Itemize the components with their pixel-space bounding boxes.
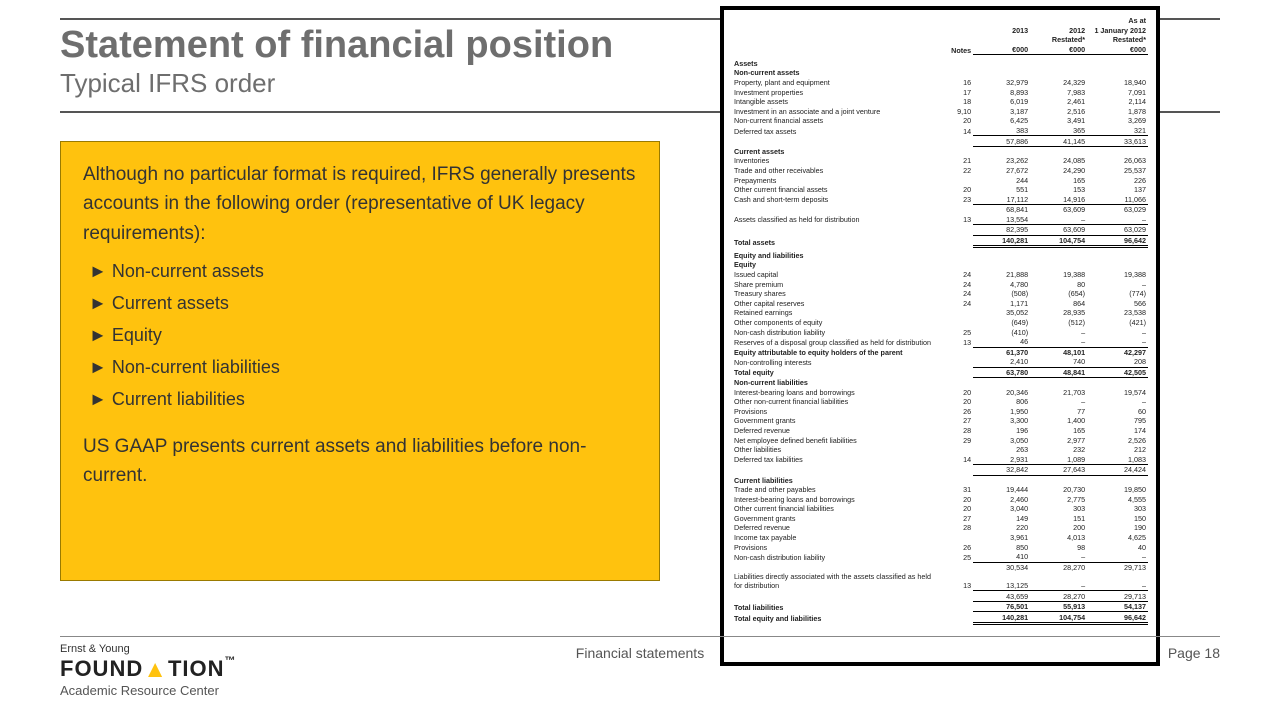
row-total-equity: Total equity [732, 367, 940, 378]
table-row: Investment properties178,8937,9837,091 [732, 87, 1148, 97]
table-row: Deferred tax assets14383365321 [732, 126, 1148, 136]
row-nci: Non-controlling interests [732, 357, 940, 367]
section-cl: Current liabilities [732, 475, 940, 485]
table-row: Share premium244,78080– [732, 279, 1148, 289]
table-row: Income tax payable3,9614,0134,625 [732, 533, 1148, 543]
gaap-note: US GAAP presents current assets and liab… [83, 432, 637, 491]
table-row: Provisions268509840 [732, 542, 1148, 552]
table-row: Non-current financial assets206,4253,491… [732, 116, 1148, 126]
list-item: Current assets [89, 290, 637, 318]
table-row: Interest-bearing loans and borrowings202… [732, 494, 1148, 504]
table-row: Government grants273,3001,400795 [732, 416, 1148, 426]
row-total-eq-liab: Total equity and liabilities [732, 612, 940, 624]
table-row: Other non-current financial liabilities2… [732, 397, 1148, 407]
footer-center: Financial statements [576, 645, 704, 661]
table-row: Reserves of a disposal group classified … [732, 337, 1148, 347]
row-total-assets: Total assets [732, 235, 940, 247]
hdr-asat: As at [1087, 16, 1148, 26]
table-row: Other current financial assets2055115313… [732, 185, 1148, 195]
table-row: Trade and other payables3119,44420,73019… [732, 485, 1148, 495]
table-row: Issued capital2421,88819,38819,388 [732, 270, 1148, 280]
table-row: Deferred tax liabilities142,9311,0891,08… [732, 455, 1148, 465]
logo-accent-icon: ▲ [143, 656, 168, 684]
row-total-liab: Total liabilities [732, 601, 940, 612]
hdr-restated-2: Restated* [1087, 35, 1148, 45]
intro-text: Although no particular format is require… [83, 160, 637, 248]
hdr-unit-2: €000 [1030, 45, 1087, 55]
subtotal-row: 30,53428,27029,713 [732, 562, 1148, 572]
subtotal-row: 82,39563,60963,029 [732, 225, 1148, 236]
table-row: Non-cash distribution liability25(410)–– [732, 327, 1148, 337]
hdr-unit-1: €000 [973, 45, 1030, 55]
table-row: Intangible assets186,0192,4612,114 [732, 97, 1148, 107]
row-eq-attrib: Equity attributable to equity holders of… [732, 347, 940, 357]
table-row: Interest-bearing loans and borrowings202… [732, 387, 1148, 397]
financial-statement-inset: As at 201320121 January 2012 Restated*Re… [720, 6, 1160, 666]
hdr-2013: 2013 [973, 26, 1030, 36]
section-assets: Assets [732, 55, 940, 68]
footer-page: Page 18 [1168, 645, 1220, 661]
table-row: Treasury shares24(508)(654)(774) [732, 289, 1148, 299]
subtotal-row: 57,88641,14533,613 [732, 136, 1148, 147]
table-row: Assets classified as held for distributi… [732, 215, 1148, 225]
table-row: Deferred revenue28220200190 [732, 523, 1148, 533]
table-row: Other components of equity(649)(512)(421… [732, 318, 1148, 328]
brand-sub: Academic Resource Center [60, 683, 1220, 698]
table-row: Provisions261,9507760 [732, 407, 1148, 417]
hdr-restated-1: Restated* [1030, 35, 1087, 45]
table-row: Prepayments244165226 [732, 175, 1148, 185]
table-row: Investment in an associate and a joint v… [732, 107, 1148, 117]
table-row: Government grants27149151150 [732, 514, 1148, 524]
table-row: Other current financial liabilities203,0… [732, 504, 1148, 514]
highlight-box: Although no particular format is require… [60, 141, 660, 581]
table-row: Property, plant and equipment1632,97924,… [732, 78, 1148, 88]
list-item: Non-current liabilities [89, 354, 637, 382]
section-ca: Current assets [732, 146, 940, 156]
table-row: Other capital reserves241,171864566 [732, 299, 1148, 309]
footer: Ernst & Young FOUND▲TION™ Academic Resou… [60, 636, 1220, 706]
section-equity: Equity [732, 260, 940, 270]
section-eq-liab: Equity and liabilities [732, 247, 940, 260]
table-row: Cash and short-term deposits2317,11214,9… [732, 194, 1148, 204]
table-row: Trade and other receivables2227,67224,29… [732, 166, 1148, 176]
table-row: Liabilities directly associated with the… [732, 572, 1148, 591]
slide: Statement of financial position Typical … [0, 0, 1280, 720]
table-row: Non-cash distribution liability25410–– [732, 552, 1148, 562]
table-row: Deferred revenue28196165174 [732, 426, 1148, 436]
hdr-unit-3: €000 [1087, 45, 1148, 55]
table-row: Inventories2123,26224,08526,063 [732, 156, 1148, 166]
list-item: Non-current assets [89, 258, 637, 286]
order-list: Non-current assets Current assets Equity… [89, 258, 637, 413]
hdr-2012: 2012 [1030, 26, 1087, 36]
list-item: Current liabilities [89, 386, 637, 414]
section-ncl: Non-current liabilities [732, 378, 940, 388]
subtotal-row: 43,65928,27029,713 [732, 591, 1148, 602]
hdr-notes: Notes [940, 45, 973, 55]
hdr-jan2012: 1 January 2012 [1087, 26, 1148, 36]
list-item: Equity [89, 322, 637, 350]
table-row: Retained earnings35,05228,93523,538 [732, 308, 1148, 318]
section-nca: Non-current assets [732, 68, 940, 78]
statement-table: As at 201320121 January 2012 Restated*Re… [732, 16, 1148, 625]
subtotal-row: 32,84227,64324,424 [732, 465, 1148, 476]
table-row: Other liabilities263232212 [732, 445, 1148, 455]
table-row: Net employee defined benefit liabilities… [732, 435, 1148, 445]
subtotal-row: 68,84163,60963,029 [732, 204, 1148, 214]
